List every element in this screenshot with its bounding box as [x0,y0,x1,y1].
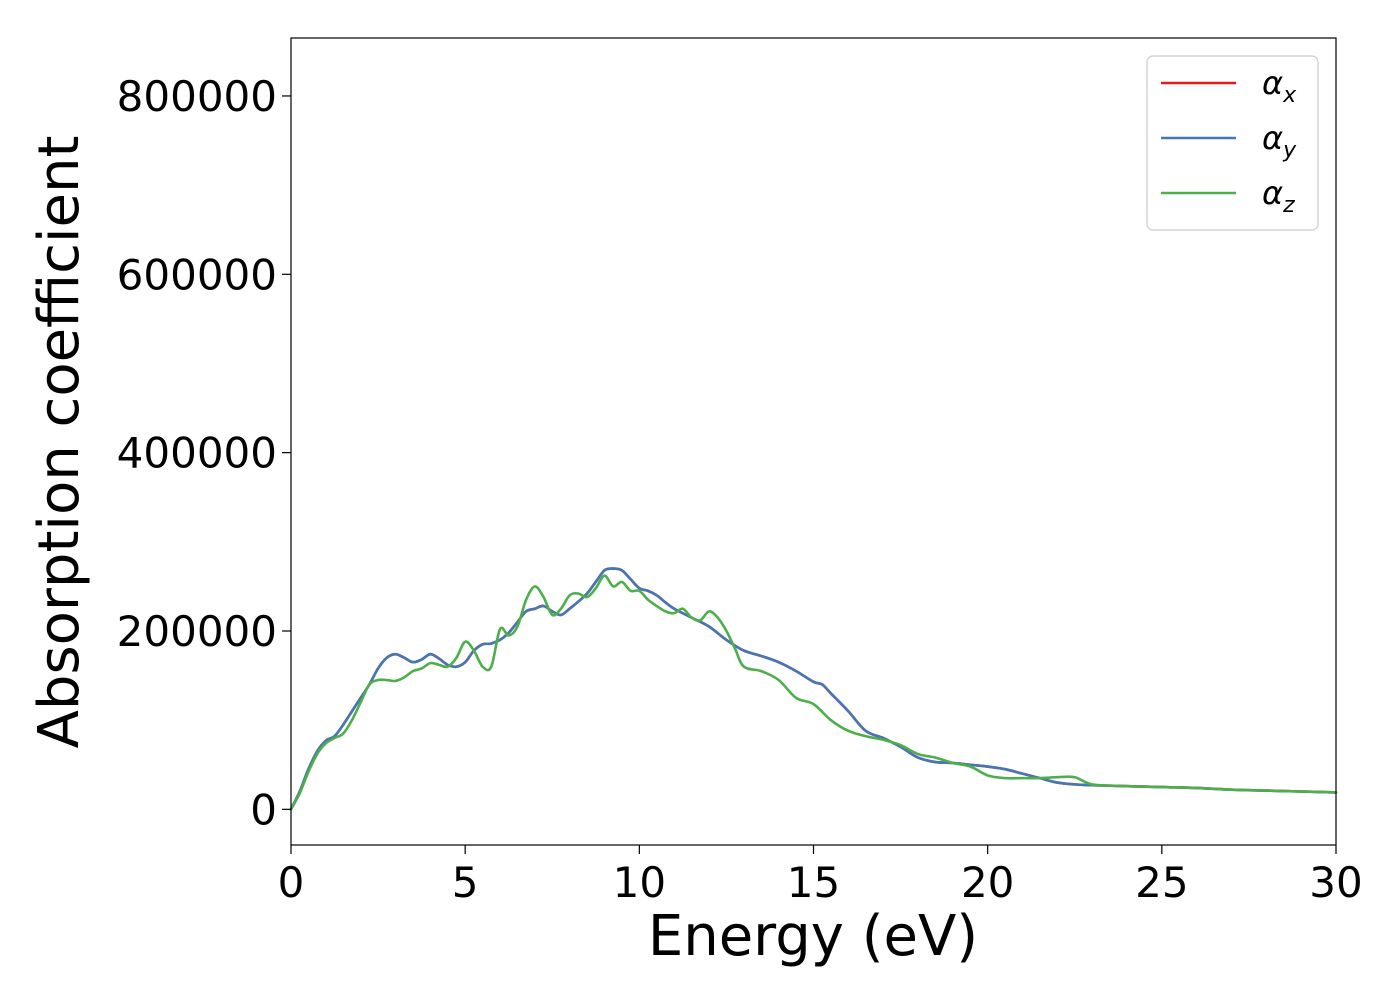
x-tick-label: 10 [613,858,666,907]
series-line-y [289,567,1338,811]
x-axis-ticks: 0 5 10 15 20 25 30 [278,845,1363,907]
x-tick-label: 0 [278,858,305,907]
legend-label-x: αx [1262,64,1297,108]
legend-label-base: α [1262,119,1283,157]
y-tick-label: 0 [250,785,277,834]
legend-frame [1146,55,1319,231]
legend-label-base: α [1262,174,1283,212]
legend-label-z: αz [1262,174,1295,218]
legend-label-y: αy [1262,119,1297,163]
y-axis-ticks: 0 200000 400000 600000 800000 [117,72,291,834]
legend-label-subscript: z [1282,193,1295,218]
x-tick-label: 20 [961,858,1014,907]
x-tick-label: 5 [452,858,479,907]
y-tick-label: 200000 [117,607,277,656]
x-tick-label: 15 [787,858,840,907]
legend-label-subscript: x [1282,83,1297,108]
y-tick-label: 800000 [117,72,277,121]
legend-label-base: α [1262,64,1283,102]
x-tick-label: 30 [1309,858,1362,907]
series-group [289,567,1338,811]
series-line-z [289,574,1338,811]
y-axis-label: Absorption coefficient [27,136,92,749]
x-axis-label: Energy (eV) [648,904,978,969]
y-tick-label: 400000 [117,429,277,478]
y-tick-label: 600000 [117,250,277,299]
x-tick-label: 25 [1135,858,1188,907]
legend-label-subscript: y [1282,138,1297,163]
